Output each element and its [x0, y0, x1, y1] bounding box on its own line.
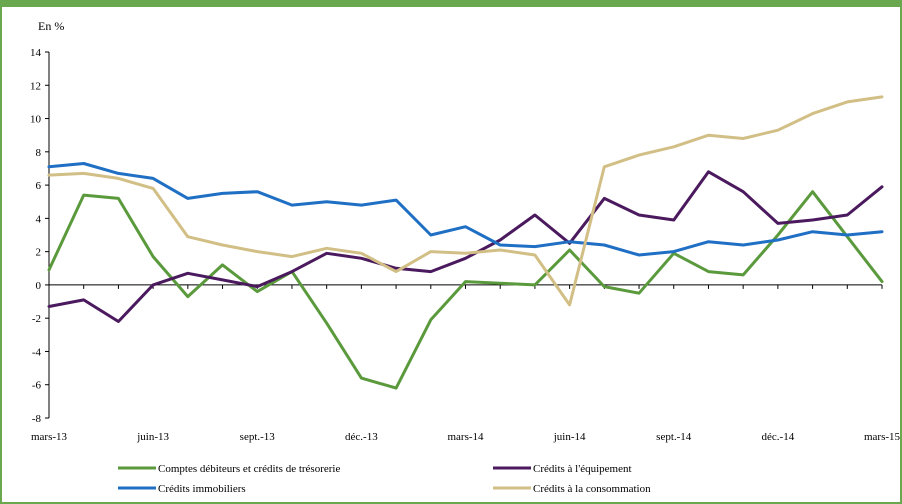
legend: Comptes débiteurs et crédits de trésorer… — [118, 463, 651, 495]
series-lines — [47, 95, 884, 390]
y-tick-label: 4 — [36, 213, 42, 225]
x-tick-label: déc.-14 — [762, 431, 795, 443]
legend-entry-1: Crédits à l'équipement — [493, 463, 632, 475]
y-tick-label: 10 — [30, 114, 42, 126]
legend-label: Crédits à l'équipement — [533, 463, 632, 475]
series-line-3 — [47, 95, 884, 307]
legend-label: Comptes débiteurs et crédits de trésorer… — [158, 463, 340, 475]
y-tick-label: 14 — [30, 47, 42, 59]
y-tick-label: 6 — [36, 180, 42, 192]
x-tick-label: juin-13 — [136, 431, 169, 443]
y-tick-label: 2 — [36, 247, 42, 259]
x-tick-label: mars-14 — [447, 431, 484, 443]
y-tick-label: -6 — [32, 380, 42, 392]
x-tick-label: juin-14 — [553, 431, 586, 443]
series-line-2 — [47, 162, 884, 257]
x-tick-label: sept.-14 — [656, 431, 692, 443]
x-tick-label: mars-13 — [31, 431, 68, 443]
legend-label: Crédits immobiliers — [158, 483, 246, 495]
y-tick-label: 0 — [36, 280, 42, 292]
series-line-0 — [47, 190, 884, 390]
legend-entry-0: Comptes débiteurs et crédits de trésorer… — [118, 463, 340, 475]
legend-label: Crédits à la consommation — [533, 483, 651, 495]
y-tick-label: -2 — [32, 313, 41, 325]
y-tick-label: -4 — [32, 346, 42, 358]
legend-entry-2: Crédits immobiliers — [118, 483, 246, 495]
x-tick-label: déc.-13 — [345, 431, 378, 443]
series-line-1 — [47, 170, 884, 323]
y-axis-label: En % — [38, 19, 64, 33]
x-tick-label: sept.-13 — [240, 431, 276, 443]
y-tick-label: -8 — [32, 413, 42, 425]
legend-entry-3: Crédits à la consommation — [493, 483, 651, 495]
y-tick-label: 8 — [36, 147, 42, 159]
y-tick-label: 12 — [30, 80, 41, 92]
x-tick-label: mars-15 — [864, 431, 901, 443]
